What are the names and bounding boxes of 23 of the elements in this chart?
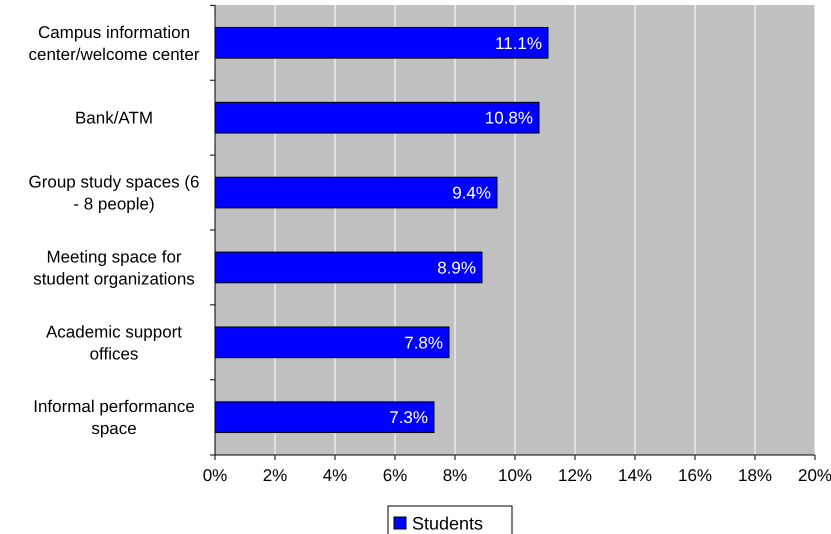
y-tick-label: Bank/ATM [74,108,154,128]
x-tick-label: 10% [498,466,532,485]
x-tick-label: 12% [558,466,592,485]
x-tick-label: 2% [262,466,288,485]
y-tick-label: Academic support offices [46,322,182,364]
data-label: 8.9% [437,258,476,278]
x-tick-label: 18% [738,466,772,485]
data-label: 9.4% [452,184,491,203]
x-tick-label: 4% [322,466,348,485]
data-label: 10.8% [484,108,533,128]
x-tick-label: 8% [442,466,468,485]
x-tick-label: 14% [618,466,652,485]
x-tick-label: 0% [202,466,228,485]
y-tick-label: Group study spaces (6 - 8 people) [28,172,200,214]
data-label: 11.1% [495,34,542,53]
legend-label: Students [412,513,484,534]
data-label: 7.3% [389,408,428,428]
y-tick-label: Meeting space for student organizations [33,247,195,288]
data-label: 7.8% [404,333,443,352]
x-tick-label: 16% [678,466,712,485]
y-tick-label: Campus information center/welcome center [28,22,200,64]
x-tick-label: 6% [382,466,408,485]
y-tick-label: Informal performance space [33,397,195,438]
